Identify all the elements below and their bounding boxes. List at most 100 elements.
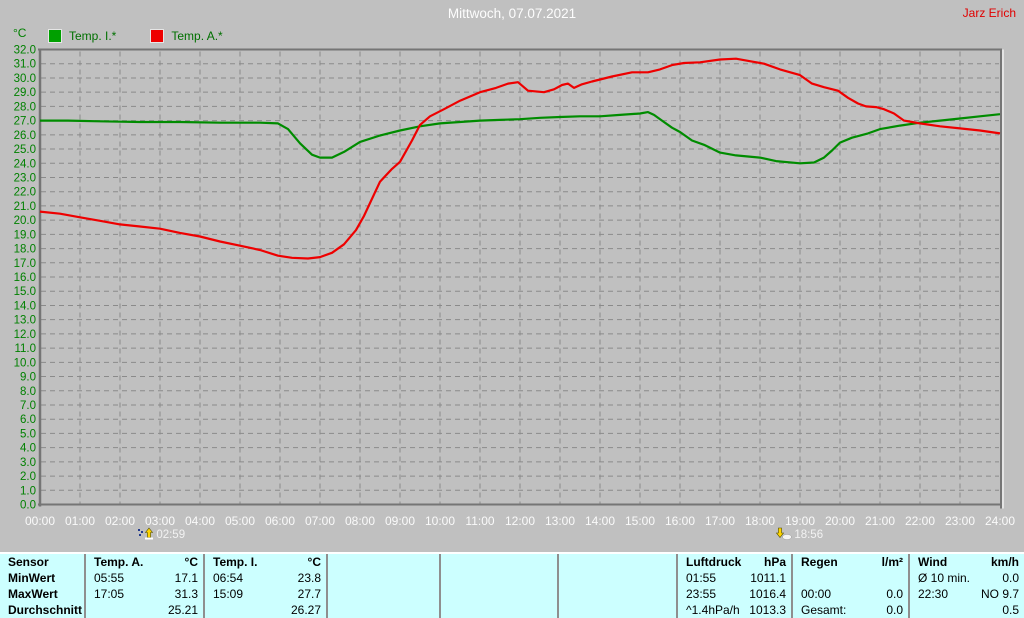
temp-i-swatch-icon [48,29,62,43]
cell: 1011.1 [750,571,786,585]
sunset-marker: 18:56 [774,527,823,543]
y-tick-label: 28.0 [14,101,36,113]
x-tick-label: 02:00 [105,514,135,528]
stats-col-empty-2 [441,554,559,618]
cell: ^1.4hPa/h [686,603,740,617]
temp-i-series-line [40,110,1001,165]
y-tick-label: 5.0 [20,428,36,440]
x-tick-label: 12:00 [505,514,535,528]
legend-item-temp-a: Temp. A.* [150,29,223,43]
y-tick-label: 17.0 [14,258,36,270]
y-tick-label: 12.0 [14,329,36,341]
stats-col-empty-3 [559,554,678,618]
x-tick-label: 08:00 [345,514,375,528]
cell: 00:00 [801,587,832,601]
col-header: Luftdruck [686,555,742,569]
chart-legend: Temp. I.* Temp. A.* [48,29,257,43]
x-tick-label: 22:00 [905,514,935,528]
y-tick-label: 25.0 [14,144,36,156]
stats-col-empty-1 [328,554,441,618]
y-tick-label: 3.0 [20,457,36,469]
col-header: Temp. A. [94,555,144,569]
y-tick-label: 10.0 [14,357,36,369]
cell: 23:55 [686,587,717,601]
col-unit: km/h [990,555,1019,569]
owner-label: Jarz Erich [962,6,1016,20]
temperature-chart: 32.0 31.0 30.0 29.0 28.0 27.0 26.0 25.0 24.0 23.0… [14,45,1016,529]
cell: 27.7 [297,587,321,601]
legend-label-temp-i: Temp. I.* [69,29,117,43]
y-tick-label: 7.0 [20,400,36,412]
cell: 31.3 [174,587,198,601]
stats-col-wind: Wind km/h Ø 10 min. 0.0 22:30 NO 9.7 0.5 [910,554,1024,618]
x-tick-label: 14:00 [585,514,615,528]
row-header: MinWert [8,571,56,585]
cell: 17.1 [174,571,198,585]
x-tick-label: 21:00 [865,514,895,528]
y-tick-label: 1.0 [20,485,36,497]
col-unit: l/m² [881,555,903,570]
cell: 0.5 [1002,603,1019,617]
y-tick-label: 32.0 [14,45,36,57]
cell: Gesamt: [801,603,847,617]
cell: 15:09 [213,587,244,601]
x-tick-label: 13:00 [545,514,575,528]
y-tick-label: 15.0 [14,286,36,298]
stats-col-rowlabels: Sensor MinWert MaxWert Durchschnitt [0,554,86,618]
y-tick-label: 31.0 [14,59,36,71]
y-axis-unit-label: °C [13,26,27,40]
chart-canvas: 32.0 31.0 30.0 29.0 28.0 27.0 26.0 25.0 24.0 23.0… [14,45,1016,529]
cell: 25.21 [167,603,198,617]
cell: 22:30 [918,587,949,601]
stats-col-temp-i: Temp. I. °C 06:54 23.8 15:09 27.7 26.27 [205,554,328,618]
sunrise-marker: 02:59 [136,527,185,543]
stats-col-luftdruck: Luftdruck hPa 01:55 1011.1 23:55 1016.4 ^1.… [678,554,793,618]
x-tick-label: 05:00 [225,514,255,528]
temp-a-swatch-icon [150,29,165,43]
x-tick-label: 17:00 [705,514,735,528]
y-tick-label: 18.0 [14,244,36,256]
sunset-icon [774,527,794,543]
x-tick-label: 09:00 [385,514,415,528]
y-tick-label: 4.0 [20,443,36,455]
row-header: MaxWert [8,587,58,601]
stats-table: Sensor MinWert MaxWert Durchschnitt Temp… [0,552,1024,618]
x-tick-label: 10:00 [425,514,455,528]
row-header: Durchschnitt [8,603,83,617]
y-tick-label: 30.0 [14,73,36,85]
col-header: Regen [801,555,838,570]
cell: 05:55 [94,571,125,585]
cell: 0.0 [886,603,903,617]
y-tick-label: 0.0 [20,500,36,512]
x-tick-label: 16:00 [665,514,695,528]
legend-label-temp-a: Temp. A.* [171,29,223,43]
cell: 17:05 [94,587,125,601]
sunrise-icon [136,527,156,543]
col-header: Temp. I. [213,555,258,569]
y-tick-label: 19.0 [14,229,36,241]
col-unit: hPa [763,555,786,569]
cell: 06:54 [213,571,244,585]
x-tick-label: 00:00 [25,514,55,528]
y-tick-label: 20.0 [14,215,36,227]
y-tick-label: 29.0 [14,87,36,99]
cell: NO 9.7 [980,587,1019,601]
page-title: Mittwoch, 07.07.2021 [447,6,577,21]
cell: 23.8 [297,571,321,585]
x-tick-label: 11:00 [465,514,494,528]
col-unit: °C [184,555,198,569]
y-tick-label: 27.0 [14,116,36,128]
y-tick-label: 22.0 [14,187,36,199]
legend-item-temp-i: Temp. I.* [48,29,116,43]
x-tick-label: 03:00 [145,514,175,528]
cell: 0.0 [1002,571,1019,585]
temp-a-series-line [39,57,1001,260]
y-tick-label: 26.0 [14,130,36,142]
cell: 1013.3 [749,603,786,617]
y-tick-label: 9.0 [20,372,36,384]
x-tick-label: 23:00 [945,514,975,528]
x-tick-label: 24:00 [985,514,1015,528]
y-tick-label: 16.0 [14,272,36,284]
cell: 1016.4 [749,587,786,601]
